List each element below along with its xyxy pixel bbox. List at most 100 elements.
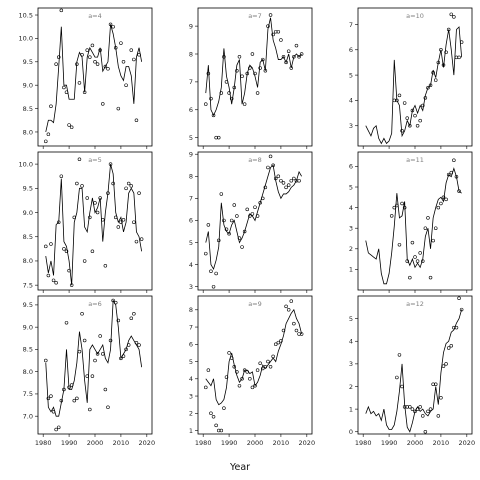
data-point: [405, 259, 409, 263]
data-point: [240, 74, 244, 79]
data-point: [49, 242, 53, 246]
data-point: [240, 245, 244, 249]
panel-a-9: a=9 1 2 3 4 5 6 7 8 1980 1990 2000 2010 2020: [189, 295, 316, 447]
data-point: [214, 135, 218, 140]
data-point: [49, 104, 53, 108]
y-tick-label: 9.0: [23, 81, 33, 89]
data-point: [206, 71, 211, 76]
data-point: [80, 312, 84, 316]
y-tick-label: 1: [349, 266, 353, 274]
data-point: [69, 283, 74, 287]
y-tick-label: 4: [349, 97, 353, 105]
data-point: [134, 118, 139, 123]
data-point: [457, 55, 461, 60]
x-tick-label: 1980: [195, 439, 212, 447]
y-tick-label: 4: [189, 375, 193, 383]
data-point: [69, 125, 74, 130]
data-point: [59, 8, 64, 13]
data-point: [121, 218, 126, 222]
data-point: [441, 63, 446, 67]
data-point: [204, 102, 208, 106]
data-point: [397, 353, 402, 357]
data-point: [433, 226, 438, 230]
x-axis-title: Year: [229, 462, 250, 473]
data-point: [444, 362, 448, 366]
y-tick-label: 8.5: [23, 105, 33, 113]
data-point: [216, 428, 221, 433]
data-point: [299, 52, 304, 56]
data-point: [457, 189, 461, 193]
y-tick-label: 9.5: [23, 185, 33, 193]
y-tick-label: 5: [349, 183, 353, 191]
data-point: [392, 205, 397, 210]
data-point: [449, 170, 454, 175]
data-point: [101, 102, 105, 106]
data-point: [80, 184, 84, 188]
data-point: [405, 405, 409, 409]
data-point: [240, 377, 244, 381]
y-tick-label: 2: [349, 383, 353, 391]
series-line: [365, 309, 463, 433]
x-tick-label: 2020: [299, 439, 316, 447]
y-tick-label: 8.0: [23, 128, 33, 136]
data-point: [106, 405, 110, 410]
data-point: [415, 123, 420, 128]
data-point: [116, 318, 121, 323]
data-point: [75, 396, 79, 401]
data-point: [428, 83, 433, 87]
data-point: [268, 13, 273, 17]
data-point: [279, 339, 283, 343]
data-point: [454, 55, 459, 60]
x-tick-label: 1990: [221, 439, 238, 447]
data-point: [441, 195, 446, 200]
y-tick-label: 6: [349, 46, 353, 54]
data-point: [108, 22, 113, 27]
data-point: [90, 249, 95, 254]
data-point: [204, 251, 208, 256]
data-point: [85, 374, 89, 378]
y-tick-label: 9: [189, 22, 193, 30]
data-point: [235, 68, 239, 73]
data-point: [56, 425, 61, 430]
y-tick-label: 10.0: [19, 160, 33, 168]
y-tick-label: 8: [189, 50, 193, 58]
y-tick-label: 7.0: [23, 412, 33, 420]
panel-title: a=11: [406, 156, 424, 164]
data-point: [77, 157, 82, 162]
data-point: [124, 186, 128, 191]
data-point: [402, 405, 407, 409]
data-point: [436, 60, 441, 65]
panel-title: a=7: [248, 12, 262, 20]
data-point: [129, 184, 134, 188]
data-point: [85, 196, 89, 200]
data-point: [67, 123, 71, 127]
data-point: [459, 307, 464, 312]
y-tick-label: 1: [189, 427, 193, 435]
data-point: [124, 83, 128, 87]
data-point: [75, 181, 79, 186]
data-point: [266, 165, 270, 170]
data-point: [452, 15, 456, 19]
y-tick-label: 5: [349, 315, 353, 323]
data-point: [423, 96, 428, 100]
data-point: [62, 247, 66, 251]
y-tick-label: 6: [189, 341, 193, 349]
data-point: [108, 338, 113, 343]
data-point: [93, 358, 97, 363]
data-point: [415, 407, 420, 411]
panel-frame: [37, 7, 153, 147]
y-tick-label: 9: [189, 151, 193, 159]
y-tick-label: 5: [189, 358, 193, 366]
series-line: [205, 17, 302, 117]
data-point: [80, 53, 84, 57]
x-tick-label: 1980: [35, 439, 52, 447]
data-point: [227, 91, 231, 95]
data-point: [90, 374, 95, 378]
data-point: [64, 90, 69, 94]
data-point: [229, 218, 234, 223]
data-point: [88, 55, 92, 59]
data-point: [224, 80, 229, 84]
data-point: [211, 284, 216, 289]
data-point: [113, 300, 118, 305]
data-point: [132, 312, 136, 316]
